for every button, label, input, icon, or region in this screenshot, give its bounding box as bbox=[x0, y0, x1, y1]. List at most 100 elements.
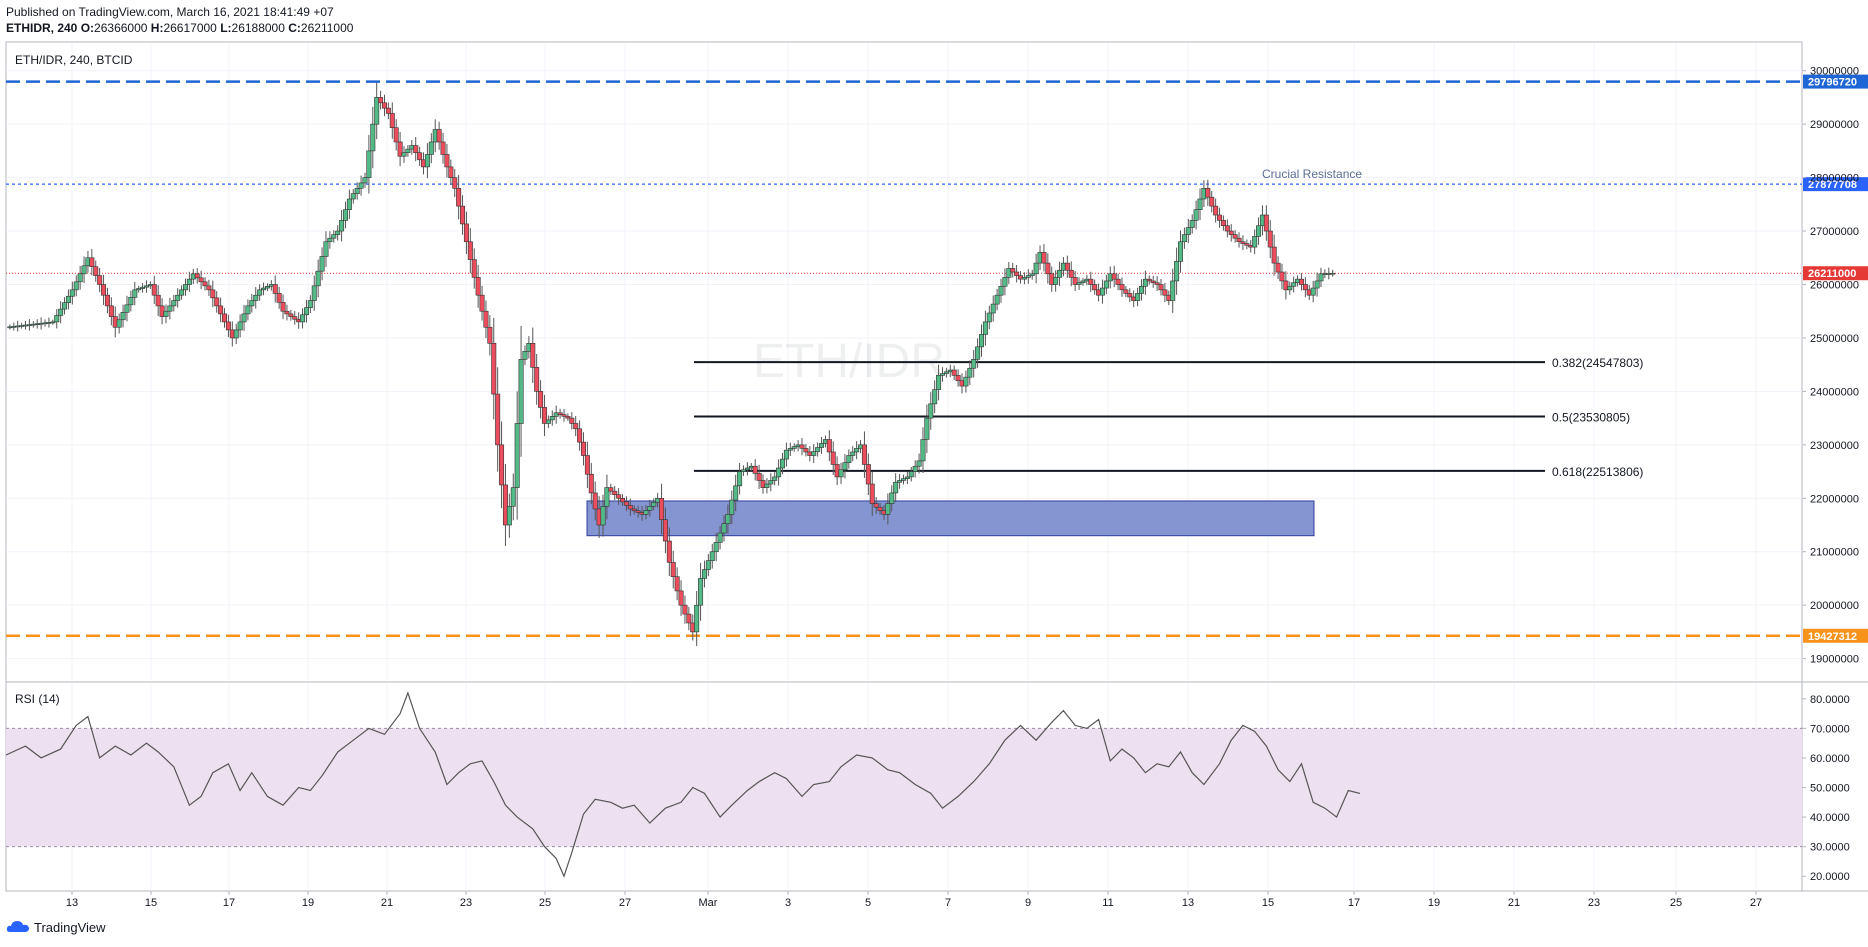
candle-body bbox=[362, 177, 368, 184]
candle-body bbox=[686, 613, 692, 624]
candle-body bbox=[1138, 285, 1144, 294]
time-tick-label: 23 bbox=[460, 897, 472, 909]
candle-body bbox=[877, 506, 883, 512]
candle-body bbox=[951, 369, 957, 376]
rsi-title: RSI (14) bbox=[15, 692, 60, 706]
candle-body bbox=[264, 285, 270, 289]
candle-body bbox=[143, 285, 149, 288]
candle-body bbox=[198, 277, 204, 283]
candle-body bbox=[908, 471, 914, 478]
candle-body bbox=[577, 428, 583, 443]
candle-body bbox=[936, 375, 942, 390]
candle-body bbox=[990, 303, 996, 314]
candle-body bbox=[1189, 220, 1195, 228]
candle-body bbox=[1263, 214, 1269, 232]
candle-body bbox=[495, 393, 501, 446]
candle-body bbox=[50, 321, 56, 324]
candle-body bbox=[346, 198, 352, 210]
candle-body bbox=[1068, 269, 1074, 278]
candle-body bbox=[1111, 273, 1117, 280]
candle-body bbox=[608, 487, 614, 492]
candle-body bbox=[1021, 277, 1027, 280]
candle-body bbox=[1029, 273, 1035, 276]
candle-body bbox=[276, 293, 282, 303]
candle-body bbox=[1154, 282, 1160, 285]
price-tick-label: 25000000 bbox=[1810, 333, 1859, 345]
candle-body bbox=[1240, 241, 1246, 244]
candle-body bbox=[694, 604, 700, 633]
candle-body bbox=[1298, 278, 1304, 285]
candle-body bbox=[1193, 209, 1199, 221]
footer-brand[interactable]: TradingView bbox=[6, 919, 106, 936]
candle-body bbox=[354, 188, 360, 194]
candle-body bbox=[1232, 234, 1238, 239]
candle-body bbox=[538, 391, 544, 408]
candle-body bbox=[206, 285, 212, 291]
low-label: L: bbox=[220, 21, 232, 35]
candle-body bbox=[1115, 278, 1121, 285]
demand-zone-rect[interactable] bbox=[586, 500, 1315, 537]
candle-body bbox=[370, 123, 376, 152]
candle-body bbox=[339, 220, 345, 232]
candle-body bbox=[350, 193, 356, 200]
time-tick-label: 17 bbox=[1348, 897, 1360, 909]
candle-body bbox=[705, 560, 711, 570]
candle-body bbox=[932, 389, 938, 405]
candle-body bbox=[58, 308, 64, 316]
candle-body bbox=[292, 316, 298, 320]
candle-body bbox=[826, 439, 832, 453]
candle-body bbox=[467, 241, 473, 260]
candle-body bbox=[487, 326, 493, 344]
horizontal-lines[interactable]: 29796720 27877708 Crucial Resistance 262110… bbox=[6, 74, 1868, 643]
candle-body bbox=[366, 150, 372, 178]
candle-body bbox=[124, 304, 130, 313]
candle-body bbox=[233, 329, 239, 339]
candle-body bbox=[1002, 277, 1008, 287]
candle-body bbox=[780, 458, 786, 469]
candle-body bbox=[1205, 188, 1211, 198]
candle-body bbox=[245, 305, 251, 315]
demand-zone[interactable] bbox=[586, 500, 1315, 537]
candle-body bbox=[444, 154, 450, 168]
candle-body bbox=[460, 205, 466, 225]
candle-body bbox=[1178, 241, 1184, 262]
candle-body bbox=[799, 444, 805, 449]
candle-body bbox=[413, 145, 419, 153]
fib-label: 0.5(23530805) bbox=[1552, 410, 1630, 424]
candle-body bbox=[1314, 280, 1320, 289]
candle-body bbox=[1053, 277, 1059, 285]
rsi-tick-label: 80.0000 bbox=[1810, 694, 1850, 706]
candle-body bbox=[678, 590, 684, 606]
candle-body bbox=[861, 444, 867, 465]
candle-body bbox=[986, 312, 992, 323]
candle-body bbox=[288, 313, 294, 317]
candle-body bbox=[175, 294, 181, 301]
rsi-tick-label: 50.0000 bbox=[1810, 783, 1850, 795]
candle-body bbox=[713, 542, 719, 553]
candle-body bbox=[1209, 196, 1215, 207]
crucial-resistance-price-label: 27877708 bbox=[1808, 179, 1857, 191]
candle-body bbox=[1330, 272, 1336, 275]
candle-body bbox=[514, 423, 520, 488]
candle-body bbox=[740, 469, 746, 472]
candle-body bbox=[682, 604, 688, 615]
candle-body bbox=[897, 480, 903, 483]
candle-body bbox=[163, 310, 169, 317]
price-tick-label: 19000000 bbox=[1810, 654, 1859, 666]
candle-body bbox=[1142, 278, 1148, 287]
candle-body bbox=[955, 375, 961, 382]
candle-body bbox=[518, 359, 524, 424]
candle-body bbox=[928, 403, 934, 419]
time-tick-label: 9 bbox=[1025, 897, 1031, 909]
candle-body bbox=[1025, 275, 1031, 278]
candle-body bbox=[1045, 262, 1051, 275]
candle-body bbox=[916, 460, 922, 467]
candle-body bbox=[424, 154, 430, 168]
high-value: 26617000 bbox=[163, 21, 217, 35]
time-tick-label: 13 bbox=[66, 897, 78, 909]
candle-body bbox=[545, 419, 551, 424]
candle-body bbox=[1006, 268, 1012, 278]
published-line: Published on TradingView.com, March 16, … bbox=[6, 5, 334, 19]
candle-body bbox=[77, 273, 83, 283]
